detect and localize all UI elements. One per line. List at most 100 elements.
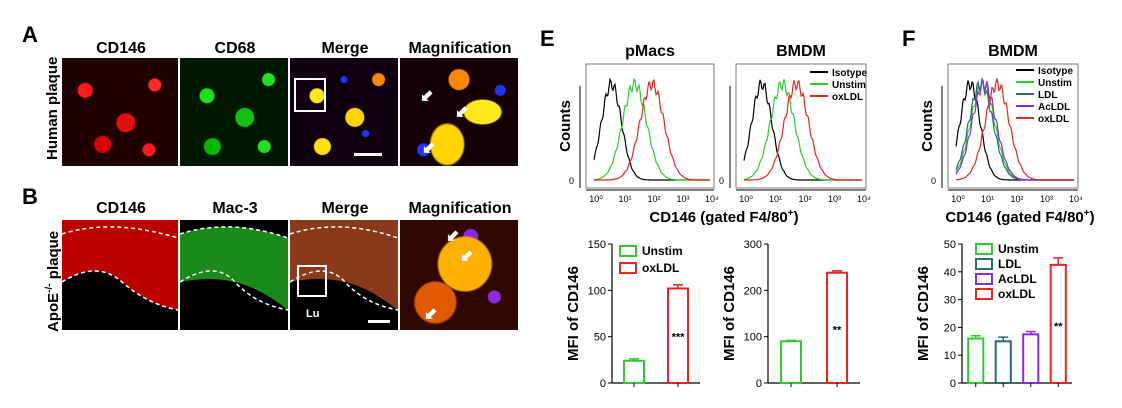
- panel-a-inset-box: [294, 78, 326, 112]
- arrow-icon: ⬋: [460, 248, 474, 265]
- panel-b-magnification-image: ⬋ ⬋ ⬋: [400, 220, 518, 330]
- bar-y-tick-label: 300: [744, 239, 762, 251]
- hist-y-tick-label: 0: [569, 176, 574, 186]
- hist-x-tick-label: 10⁴: [705, 194, 719, 204]
- panel-a-col-cd146: CD146: [96, 40, 146, 57]
- panel-a-scale-bar: [354, 153, 382, 156]
- arrow-icon: ⬋: [446, 228, 460, 245]
- hist-x-tick-label: 10¹: [981, 194, 994, 204]
- arrow-icon: ⬋: [420, 88, 434, 105]
- bar-legend-label: Unstim: [642, 244, 683, 258]
- bar-ldl: [994, 340, 1012, 384]
- bar-unstim: [623, 359, 645, 385]
- bar-y-label: MFI of CD146: [721, 266, 738, 361]
- panel-b-col-mac3: Mac-3: [212, 200, 258, 217]
- hist-x-tick-label: 10²: [798, 194, 811, 204]
- bar-legend-swatch: [619, 262, 637, 274]
- bar-significance: **: [833, 324, 842, 336]
- hist-curve-unstim: [593, 77, 710, 181]
- hist-x-tick-label: 10³: [676, 194, 689, 204]
- lumen-label: Lu: [306, 308, 320, 320]
- hist-x-tick-label: 10⁴: [1069, 194, 1083, 204]
- bar-y-tick-label: 100: [744, 332, 762, 344]
- hist-x-tick-label: 10³: [1040, 194, 1053, 204]
- bar-y-tick-label: 200: [744, 285, 762, 297]
- panel-a-magnification-image: ⬋ ⬋ ⬋: [400, 58, 518, 166]
- bar-y-tick-label: 50: [944, 239, 956, 251]
- bar-y-tick-label: 20: [944, 322, 956, 334]
- bar-significance: **: [1054, 321, 1063, 333]
- hist-x-tick-label: 10¹: [618, 194, 631, 204]
- arrow-icon: ⬋: [424, 306, 438, 323]
- arrow-icon: ⬋: [422, 140, 436, 157]
- panel-b-mac3-image: [180, 220, 288, 330]
- hist-legend-label: Unstim: [832, 80, 866, 91]
- hist-curve-oxldl: [955, 78, 1074, 181]
- hist-x-tick-label: 10⁰: [739, 194, 753, 204]
- bar-legend-swatch: [619, 245, 637, 257]
- hist-legend-label: oxLDL: [832, 92, 863, 103]
- hist-curve-oxldl: [744, 80, 862, 181]
- bar-unstim: [967, 337, 985, 384]
- bar-y-tick-label: 0: [600, 378, 606, 390]
- panel-a-col-magnification: Magnification: [408, 40, 512, 57]
- hist-frame: [585, 63, 715, 189]
- panel-letter-b: B: [22, 184, 38, 209]
- panel-b-merge-svg: [290, 220, 398, 323]
- hist-x-tick-label: 10¹: [769, 194, 782, 204]
- hist-x-tick-label: 10⁰: [589, 194, 603, 204]
- hist-frame: [947, 63, 1079, 189]
- bar-y-tick-label: 150: [588, 239, 606, 251]
- hist-x-tick-label: 10⁰: [951, 194, 965, 204]
- hist-legend-label: Isotype: [1038, 66, 1073, 77]
- panel-b-mac3-svg: [180, 226, 288, 311]
- bar-y-tick-label: 100: [588, 285, 606, 297]
- bar-legend-label: Unstim: [998, 242, 1039, 256]
- panel-b-cd146-image: [62, 220, 178, 330]
- hist-legend-label: LDL: [1038, 90, 1057, 101]
- hist-title: BMDM: [988, 43, 1038, 60]
- bar-y-tick-label: 10: [944, 350, 956, 362]
- bar-y-tick-label: 30: [944, 295, 956, 307]
- hist-title: pMacs: [625, 43, 675, 60]
- bar-y-label: MFI of CD146: [915, 266, 932, 361]
- bar-legend-swatch: [975, 273, 993, 285]
- hist-y-tick-label: 0: [719, 176, 724, 186]
- hist-y-tick-label: 0: [931, 176, 936, 186]
- panel-a-col-merge: Merge: [321, 40, 369, 57]
- arrow-icon: ⬋: [455, 104, 469, 121]
- bar-legend-swatch: [975, 258, 993, 270]
- hist-x-tick-label: 10²: [647, 194, 660, 204]
- bar-legend-label: AcLDL: [998, 272, 1037, 286]
- panel-b-col-magnification: Magnification: [408, 200, 512, 217]
- hist-curve-oxldl: [594, 79, 710, 181]
- panel-letter-f: F: [902, 26, 916, 51]
- panel-b-col-cd146: CD146: [96, 200, 146, 217]
- panel-letter-e: E: [540, 26, 555, 51]
- panel-b-merge-image: Lu: [290, 220, 398, 330]
- bar-legend-swatch: [975, 288, 993, 300]
- panel-a-cd146-image: [62, 58, 178, 166]
- bar-y-tick-label: 0: [756, 378, 762, 390]
- hist-legend-label: AcLDL: [1038, 102, 1070, 113]
- hist-title: BMDM: [776, 43, 826, 60]
- bar-acldl: [1022, 333, 1040, 385]
- bar-legend-label: LDL: [998, 257, 1021, 271]
- hist-legend-label: oxLDL: [1038, 114, 1069, 125]
- bar-significance: ***: [672, 331, 686, 343]
- hist-legend-label: Unstim: [1038, 78, 1072, 89]
- bar-y-tick-label: 50: [594, 332, 606, 344]
- panel-a-cd68-image: [180, 58, 288, 166]
- panel-b-cd146-svg: [62, 220, 178, 330]
- hist-y-label: Counts: [919, 100, 936, 152]
- hist-x-label: CD146 (gated F4/80+): [945, 208, 1094, 226]
- hist-x-tick-label: 10⁴: [857, 194, 871, 204]
- panel-b-col-merge: Merge: [321, 200, 369, 217]
- bar-legend-label: oxLDL: [998, 287, 1035, 301]
- bar-y-label: MFI of CD146: [565, 266, 582, 361]
- bar-unstim: [780, 340, 802, 384]
- panel-a-merge-image: [290, 58, 398, 166]
- hist-x-tick-label: 10³: [828, 194, 841, 204]
- panel-a-col-cd68: CD68: [214, 40, 256, 57]
